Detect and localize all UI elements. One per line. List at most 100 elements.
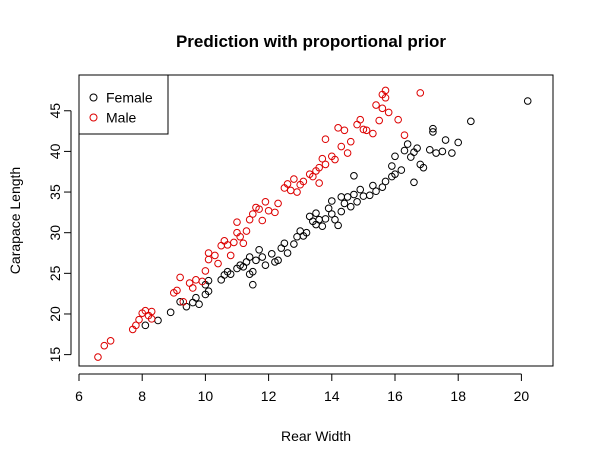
data-point-female [413,144,421,152]
data-point-male [362,126,371,135]
legend-marker-female [89,93,98,102]
data-point-male [369,129,377,138]
data-point-male [359,125,368,134]
data-point-female [365,191,374,200]
data-point-female [448,149,456,157]
x-tick-label: 18 [450,388,466,404]
legend-label-male: Male [106,110,137,126]
data-point-male [375,116,384,125]
data-point-female [195,300,203,309]
data-point-female [400,146,409,155]
data-point-male [381,86,390,95]
data-point-male [283,180,292,188]
data-point-female [388,162,396,170]
data-point-female [321,215,330,223]
y-tick-label: 40 [47,143,63,159]
x-tick-label: 10 [198,388,214,404]
data-point-female [249,280,257,289]
data-point-male [239,239,248,248]
data-point-male [274,199,282,208]
data-point-female [192,293,200,302]
data-point-female [369,181,377,190]
data-point-male [340,126,349,135]
data-point-male [236,232,244,241]
data-point-female [166,308,175,317]
data-point-female [255,245,263,254]
data-point-female [438,147,447,156]
data-point-male [299,177,308,186]
data-point-female [523,97,532,105]
data-point-male [318,154,327,163]
data-point-female [245,253,254,261]
data-point-female [226,270,235,278]
data-point-male [394,115,402,124]
x-tick-label: 20 [514,388,530,404]
data-point-male [378,104,387,113]
data-point-male [400,131,409,139]
data-point-male [249,210,257,218]
data-point-male [346,137,355,146]
y-tick-label: 15 [47,347,63,363]
data-point-male [233,218,241,226]
data-point-male [356,115,365,124]
y-tick-label: 30 [47,225,63,241]
data-point-female [410,178,418,187]
data-point-female [324,204,333,213]
data-point-female [283,249,292,257]
data-point-male [179,297,188,306]
data-point-female [353,198,361,206]
data-point-female [334,221,342,230]
chart-title: Prediction with proportional prior [176,32,446,51]
x-tick-label: 6 [75,388,83,404]
x-tick-label: 14 [324,388,340,404]
x-axis: 6 8 10 12 14 16 18 20 [75,373,530,404]
y-tick-label: 20 [47,306,63,322]
data-point-male [255,205,263,213]
legend-label-female: Female [106,90,153,106]
y-tick-label: 25 [47,265,63,281]
data-point-female [274,256,282,265]
data-point-female [252,256,260,265]
data-point-male [223,241,232,249]
data-point-female [258,253,267,261]
legend: Female Male [78,74,169,135]
data-point-male [261,198,270,206]
data-point-male [416,89,425,97]
data-point-female [249,267,257,276]
data-point-male [321,135,330,144]
data-point-male [198,277,207,286]
x-axis-title: Rear Width [281,428,351,444]
data-point-female [141,321,150,330]
data-point-female [391,152,399,161]
data-point-male [147,315,156,323]
data-point-male [230,238,238,247]
data-point-female [429,124,437,133]
data-point-male [214,259,222,268]
y-axis: 15 20 25 30 35 40 45 [47,103,72,363]
data-point-female [441,136,450,144]
data-point-female [391,170,399,178]
data-point-female [467,117,475,126]
data-point-male [204,249,213,257]
data-point-male [309,172,317,181]
data-point-male [331,155,339,164]
data-point-female [403,140,412,148]
data-point-male [135,315,143,324]
y-tick-label: 35 [47,184,63,200]
data-point-male [132,321,140,330]
data-point-female [312,209,320,217]
data-point-male [211,251,219,260]
data-point-male [337,142,346,151]
data-point-female [340,199,349,208]
y-tick-label: 45 [47,103,63,119]
data-point-male [258,216,267,225]
data-point-male [343,149,352,157]
data-point-female [372,187,380,196]
data-point-female [318,222,327,230]
data-point-female [419,163,428,172]
data-point-male [188,284,197,292]
data-point-female [381,177,390,186]
data-point-female [302,228,311,237]
data-point-female [378,183,387,191]
data-point-female [204,287,213,296]
